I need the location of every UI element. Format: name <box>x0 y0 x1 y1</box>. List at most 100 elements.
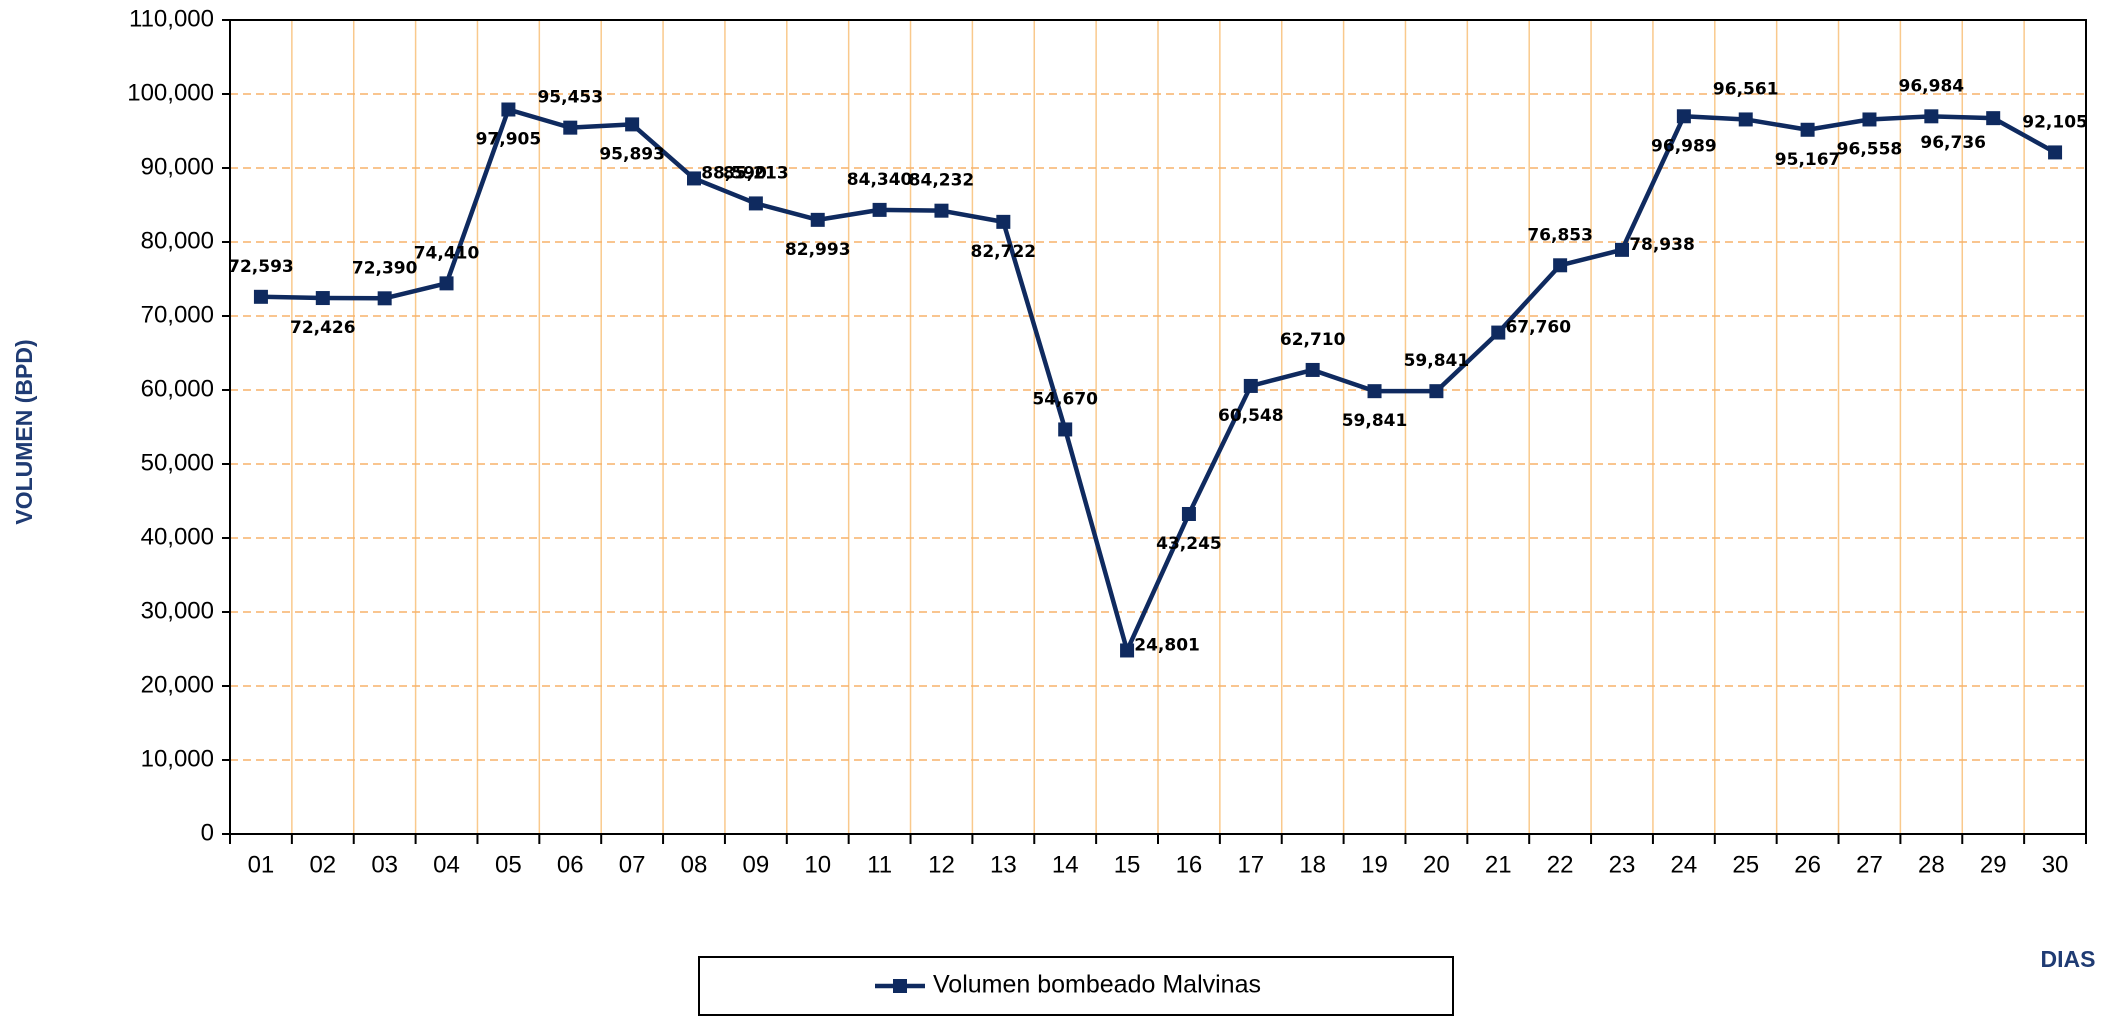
x-tick-label: 28 <box>1918 851 1945 878</box>
data-point <box>2048 145 2063 160</box>
data-point <box>1491 325 1506 340</box>
x-tick-label: 05 <box>495 851 522 878</box>
x-tick-label: 17 <box>1237 851 1264 878</box>
x-tick-label: 10 <box>804 851 831 878</box>
data-label: 72,426 <box>290 318 356 338</box>
y-tick-label: 10,000 <box>141 745 214 772</box>
x-axis-title: DIAS <box>2041 946 2096 972</box>
x-tick-label: 24 <box>1671 851 1698 878</box>
y-tick-label: 70,000 <box>141 301 214 328</box>
x-tick-label: 09 <box>743 851 770 878</box>
legend <box>698 956 1454 1016</box>
x-tick-label: 18 <box>1299 851 1326 878</box>
x-tick-label: 15 <box>1114 851 1141 878</box>
data-point <box>996 214 1011 229</box>
data-label: 84,340 <box>847 170 913 190</box>
y-axis-title: VOLUMEN (BPD) <box>11 339 37 524</box>
x-tick-label: 03 <box>371 851 398 878</box>
x-tick-label: 26 <box>1794 851 1821 878</box>
data-label: 96,558 <box>1837 139 1903 159</box>
data-label: 74,410 <box>414 243 480 263</box>
y-tick-label: 50,000 <box>141 449 214 476</box>
y-tick-label: 80,000 <box>141 227 214 254</box>
data-point <box>1924 109 1939 124</box>
x-tick-label: 16 <box>1176 851 1203 878</box>
y-tick-label: 60,000 <box>141 375 214 402</box>
data-label: 59,841 <box>1342 411 1408 431</box>
data-label: 82,722 <box>971 242 1037 262</box>
series-line <box>260 107 2057 653</box>
y-tick-label: 40,000 <box>141 523 214 550</box>
x-tick-label: 06 <box>557 851 584 878</box>
data-point <box>501 102 516 117</box>
y-tick-label: 90,000 <box>141 153 214 180</box>
data-label: 60,548 <box>1218 406 1284 426</box>
data-label: 96,989 <box>1651 136 1717 156</box>
data-point <box>1986 111 2001 126</box>
data-point <box>1058 422 1073 437</box>
data-point <box>315 291 330 306</box>
data-label: 96,736 <box>1920 133 1986 153</box>
data-point <box>872 202 887 217</box>
data-point <box>1738 112 1753 127</box>
x-tick-label: 23 <box>1609 851 1636 878</box>
x-tick-label: 07 <box>619 851 646 878</box>
data-point <box>1120 643 1135 658</box>
data-label: 76,853 <box>1527 225 1593 245</box>
y-tick-label: 20,000 <box>141 671 214 698</box>
x-tick-label: 11 <box>867 851 892 878</box>
data-label: 95,167 <box>1775 150 1841 170</box>
data-label: 85,213 <box>723 163 789 183</box>
data-label: 54,670 <box>1032 389 1098 409</box>
data-point <box>1367 384 1382 399</box>
data-label: 96,561 <box>1713 79 1779 99</box>
x-tick-label: 14 <box>1052 851 1079 878</box>
data-point <box>810 212 825 227</box>
data-point <box>1800 122 1815 137</box>
x-tick-label: 04 <box>433 851 460 878</box>
data-point <box>625 117 640 132</box>
data-label: 24,801 <box>1134 635 1200 655</box>
data-point <box>748 196 763 211</box>
x-tick-label: 29 <box>1980 851 2007 878</box>
data-point <box>1429 384 1444 399</box>
data-label: 96,984 <box>1899 76 1965 96</box>
data-label: 43,245 <box>1156 534 1222 554</box>
x-tick-label: 30 <box>2042 851 2069 878</box>
data-point <box>1181 506 1196 521</box>
data-point <box>377 291 392 306</box>
data-label: 72,593 <box>228 257 294 277</box>
y-tick-label: 110,000 <box>129 5 214 32</box>
x-tick-label: 19 <box>1361 851 1388 878</box>
x-tick-label: 13 <box>990 851 1017 878</box>
data-point <box>1862 112 1877 127</box>
y-tick-label: 0 <box>201 819 214 846</box>
data-label: 95,893 <box>599 144 665 164</box>
data-label: 82,993 <box>785 240 851 260</box>
data-point <box>1305 362 1320 377</box>
data-point <box>563 120 578 135</box>
x-tick-label: 21 <box>1485 851 1512 878</box>
x-tick-label: 08 <box>681 851 708 878</box>
x-tick-label: 12 <box>928 851 955 878</box>
y-tick-label: 100,000 <box>127 79 214 106</box>
x-tick-label: 22 <box>1547 851 1574 878</box>
x-tick-label: 25 <box>1732 851 1759 878</box>
data-label: 92,105 <box>2022 112 2088 132</box>
data-point <box>439 276 454 291</box>
legend-label: Volumen bombeado Malvinas <box>933 971 1261 999</box>
data-label: 59,841 <box>1404 351 1470 371</box>
data-point <box>687 171 701 186</box>
y-tick-label: 30,000 <box>141 597 214 624</box>
legend-marker <box>893 979 907 993</box>
data-label: 62,710 <box>1280 330 1346 350</box>
data-label: 72,390 <box>352 258 418 278</box>
x-tick-label: 01 <box>248 851 275 878</box>
data-point <box>934 203 949 218</box>
data-label: 78,938 <box>1629 235 1695 255</box>
data-point <box>1676 109 1691 124</box>
x-tick-label: 20 <box>1423 851 1450 878</box>
x-tick-label: 27 <box>1856 851 1883 878</box>
data-label: 84,232 <box>909 171 975 191</box>
